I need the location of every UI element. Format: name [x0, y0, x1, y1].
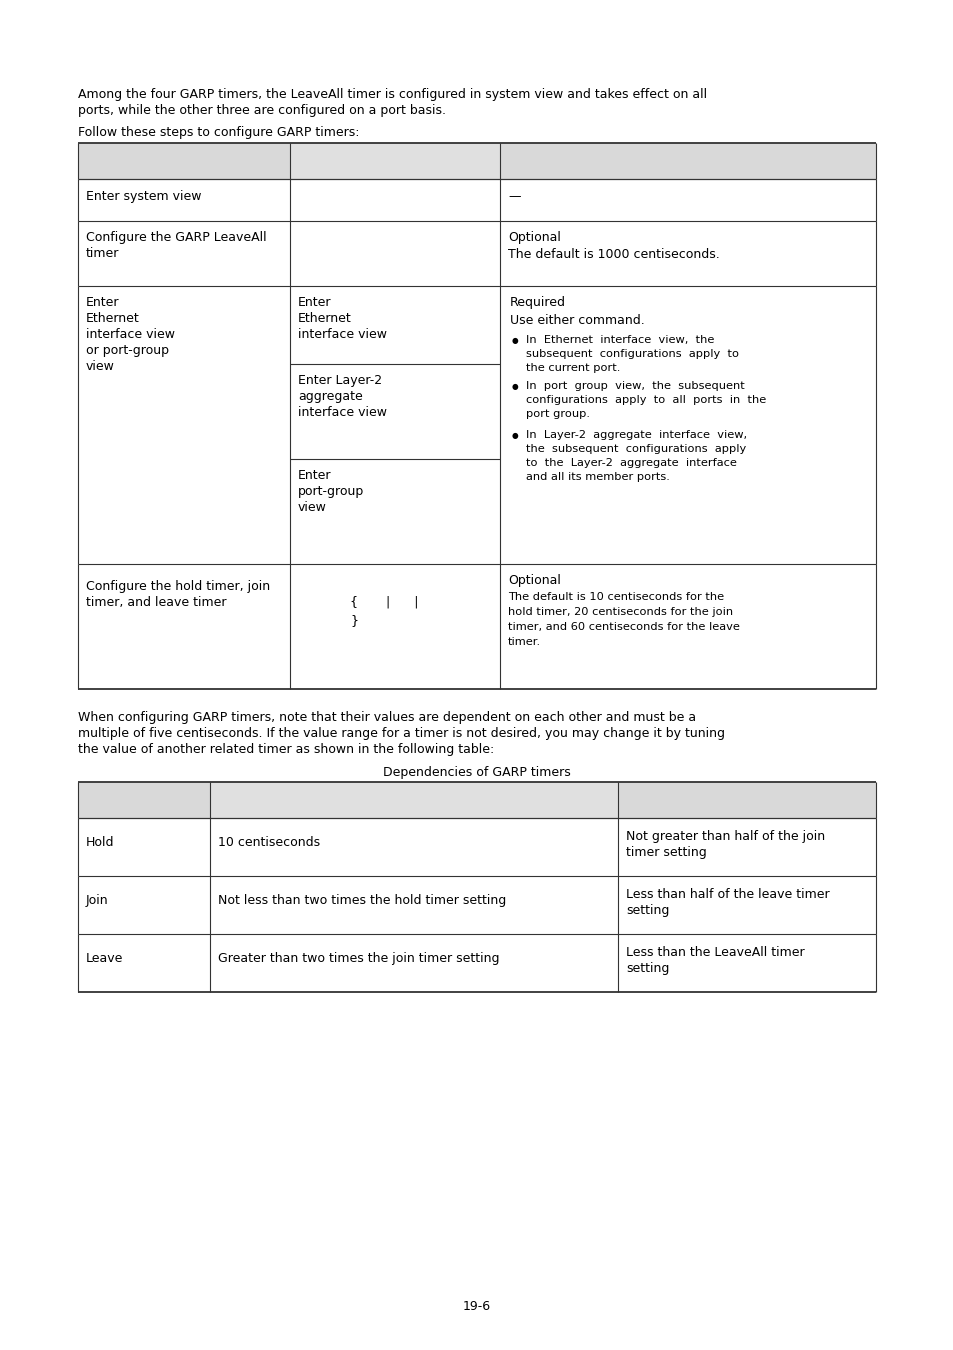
Bar: [210, 782, 618, 818]
Text: setting: setting: [625, 963, 669, 975]
Text: Dependencies of GARP timers: Dependencies of GARP timers: [383, 765, 570, 779]
Text: {       |      |: { | |: [350, 595, 418, 609]
Text: 10 centiseconds: 10 centiseconds: [218, 836, 320, 849]
Text: Optional: Optional: [507, 574, 560, 587]
Text: port-group: port-group: [297, 485, 364, 498]
Text: Enter system view: Enter system view: [86, 190, 201, 202]
Text: }: }: [350, 614, 357, 626]
Text: timer.: timer.: [507, 637, 540, 647]
Text: The default is 1000 centiseconds.: The default is 1000 centiseconds.: [507, 248, 719, 261]
Text: to  the  Layer-2  aggregate  interface: to the Layer-2 aggregate interface: [525, 458, 736, 468]
Text: interface view: interface view: [297, 406, 387, 418]
Text: Not less than two times the hold timer setting: Not less than two times the hold timer s…: [218, 894, 506, 907]
Text: the current port.: the current port.: [525, 363, 619, 373]
Bar: [290, 143, 499, 180]
Text: timer, and 60 centiseconds for the leave: timer, and 60 centiseconds for the leave: [507, 622, 740, 632]
Text: Not greater than half of the join: Not greater than half of the join: [625, 830, 824, 842]
Text: Configure the GARP LeaveAll: Configure the GARP LeaveAll: [86, 231, 266, 244]
Text: ●: ●: [512, 431, 518, 440]
Text: the  subsequent  configurations  apply: the subsequent configurations apply: [525, 444, 745, 454]
Text: view: view: [86, 360, 114, 373]
Text: view: view: [297, 501, 327, 514]
Text: ●: ●: [512, 382, 518, 391]
Text: timer setting: timer setting: [625, 846, 706, 859]
Text: and all its member ports.: and all its member ports.: [525, 472, 669, 482]
Text: Use either command.: Use either command.: [510, 315, 644, 327]
Bar: [78, 782, 210, 818]
Text: Hold: Hold: [86, 836, 114, 849]
Text: 19-6: 19-6: [462, 1300, 491, 1314]
Text: configurations  apply  to  all  ports  in  the: configurations apply to all ports in the: [525, 396, 765, 405]
Text: When configuring GARP timers, note that their values are dependent on each other: When configuring GARP timers, note that …: [78, 711, 696, 724]
Text: —: —: [507, 190, 520, 202]
Text: interface view: interface view: [297, 328, 387, 342]
Text: interface view: interface view: [86, 328, 174, 342]
Text: the value of another related timer as shown in the following table:: the value of another related timer as sh…: [78, 743, 494, 756]
Text: or port-group: or port-group: [86, 344, 169, 356]
Text: Follow these steps to configure GARP timers:: Follow these steps to configure GARP tim…: [78, 126, 359, 139]
Text: Less than the LeaveAll timer: Less than the LeaveAll timer: [625, 946, 803, 958]
Text: ports, while the other three are configured on a port basis.: ports, while the other three are configu…: [78, 104, 446, 117]
Text: Join: Join: [86, 894, 109, 907]
Text: ●: ●: [512, 336, 518, 346]
Text: Optional: Optional: [507, 231, 560, 244]
Bar: [499, 143, 875, 180]
Text: aggregate: aggregate: [297, 390, 362, 404]
Text: In  Ethernet  interface  view,  the: In Ethernet interface view, the: [525, 335, 714, 346]
Text: multiple of five centiseconds. If the value range for a timer is not desired, yo: multiple of five centiseconds. If the va…: [78, 728, 724, 740]
Text: subsequent  configurations  apply  to: subsequent configurations apply to: [525, 350, 739, 359]
Text: hold timer, 20 centiseconds for the join: hold timer, 20 centiseconds for the join: [507, 608, 732, 617]
Text: Ethernet: Ethernet: [86, 312, 139, 325]
Text: timer: timer: [86, 247, 119, 261]
Text: Among the four GARP timers, the LeaveAll timer is configured in system view and : Among the four GARP timers, the LeaveAll…: [78, 88, 706, 101]
Text: timer, and leave timer: timer, and leave timer: [86, 595, 226, 609]
Bar: [618, 782, 875, 818]
Text: Required: Required: [510, 296, 565, 309]
Text: Leave: Leave: [86, 952, 123, 965]
Text: port group.: port group.: [525, 409, 589, 418]
Text: Enter Layer-2: Enter Layer-2: [297, 374, 382, 387]
Text: Enter: Enter: [297, 468, 331, 482]
Text: The default is 10 centiseconds for the: The default is 10 centiseconds for the: [507, 593, 723, 602]
Text: Configure the hold timer, join: Configure the hold timer, join: [86, 580, 270, 593]
Text: In  port  group  view,  the  subsequent: In port group view, the subsequent: [525, 381, 744, 392]
Text: In  Layer-2  aggregate  interface  view,: In Layer-2 aggregate interface view,: [525, 431, 746, 440]
Text: Ethernet: Ethernet: [297, 312, 352, 325]
Text: Greater than two times the join timer setting: Greater than two times the join timer se…: [218, 952, 499, 965]
Text: Less than half of the leave timer: Less than half of the leave timer: [625, 888, 829, 900]
Text: Enter: Enter: [86, 296, 119, 309]
Text: Enter: Enter: [297, 296, 331, 309]
Text: setting: setting: [625, 904, 669, 917]
Bar: [78, 143, 290, 180]
